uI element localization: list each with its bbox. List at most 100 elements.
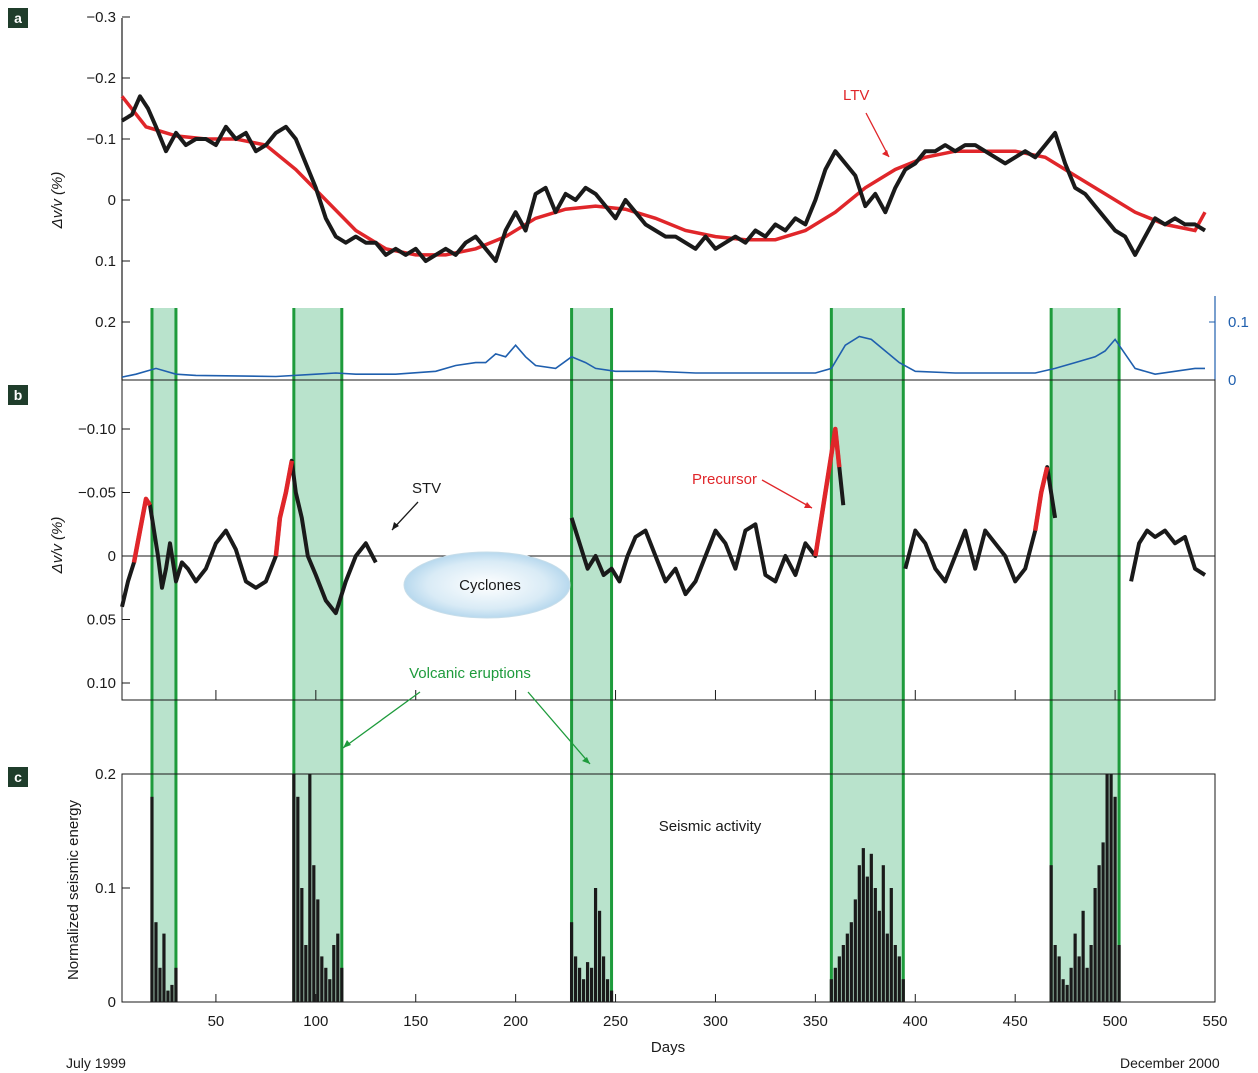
badge-b: b — [14, 387, 23, 403]
seismic-bar-64 — [1105, 774, 1109, 1002]
seismic-bar-42 — [873, 888, 877, 1002]
panel-c-xtick-label-10: 550 — [1202, 1013, 1227, 1030]
panel-c-ytick-label-2: 0.2 — [95, 766, 116, 783]
precursor-segment-1 — [273, 460, 295, 557]
seismic-bar-54 — [1065, 984, 1069, 1002]
panel-c-ylabel: Normalized seismic energy — [65, 799, 82, 980]
panel-a-rtick-label-1: 0 — [1228, 372, 1236, 389]
seismic-bar-14 — [320, 956, 324, 1002]
precursor-label: Precursor — [692, 471, 757, 488]
precursor-segment-0 — [131, 496, 152, 563]
seismic-bar-10 — [304, 945, 308, 1002]
start-date-label: July 1999 — [66, 1055, 126, 1071]
panel-a-ytick-label-5: 0.2 — [95, 314, 116, 331]
seismic-bar-67 — [1117, 945, 1121, 1002]
seismic-bar-28 — [601, 956, 606, 1002]
seismic-bar-16 — [328, 979, 332, 1002]
seismic-bar-23 — [581, 979, 586, 1002]
seismic-bar-63 — [1101, 842, 1105, 1002]
seismic-bar-59 — [1085, 967, 1089, 1002]
panel-c-xtick-label-3: 200 — [503, 1013, 528, 1030]
seismic-bar-26 — [593, 888, 598, 1002]
seismic-bar-49 — [901, 979, 905, 1002]
seismic-bar-2 — [158, 967, 162, 1002]
seismic-bar-11 — [308, 774, 312, 1002]
panel-c-xtick-label-9: 500 — [1103, 1013, 1128, 1030]
panel-a-ytick-label-1: −0.2 — [86, 70, 116, 87]
seismic-bar-45 — [885, 933, 889, 1002]
seismic-bar-58 — [1081, 910, 1085, 1002]
panel-a-y-ticks: −0.3 −0.2 −0.1 0 0.1 0.2 — [86, 9, 130, 331]
badge-a: a — [14, 10, 22, 26]
seismic-bar-34 — [841, 945, 845, 1002]
seismic-bar-3 — [162, 933, 166, 1002]
eruption-band-2 — [571, 308, 612, 1002]
panel-a-ytick-label-2: −0.1 — [86, 131, 116, 148]
end-date-label: December 2000 — [1120, 1055, 1220, 1071]
seismic-bar-48 — [897, 956, 901, 1002]
seismic-bar-18 — [336, 933, 340, 1002]
seismic-bar-7 — [292, 774, 296, 1002]
seismic-bar-43 — [877, 910, 881, 1002]
dv-series-line — [120, 94, 1207, 263]
seismic-bar-55 — [1069, 967, 1073, 1002]
seismic-bar-52 — [1057, 956, 1061, 1002]
panel-a-ytick-label-4: 0.1 — [95, 253, 116, 270]
eruptions-arrow-left — [342, 691, 421, 749]
seismic-bar-40 — [865, 876, 869, 1002]
stv-label: STV — [412, 480, 441, 497]
seismic-bar-13 — [316, 899, 320, 1002]
seismic-bar-29 — [605, 979, 610, 1002]
seismic-bar-36 — [849, 922, 853, 1002]
seismic-bar-12 — [312, 865, 316, 1002]
panel-c-ytick-label-1: 0.1 — [95, 880, 116, 897]
panel-b-ytick-label-1: −0.05 — [78, 485, 116, 502]
panel-b-ytick-label-2: 0 — [108, 548, 116, 565]
ltv-arrow — [865, 112, 890, 158]
seismic-bar-33 — [837, 956, 841, 1002]
seismic-bar-37 — [853, 899, 857, 1002]
seismic-bar-35 — [845, 933, 849, 1002]
panel-b-ylabel: Δv/v (%) — [49, 517, 66, 575]
seismic-activity-label: Seismic activity — [659, 818, 762, 835]
seismic-bar-22 — [577, 967, 582, 1002]
seismic-bar-62 — [1097, 865, 1101, 1002]
panel-c-x-ticks: 50 100 150 200 250 300 350 400 450 500 550 — [208, 994, 1228, 1030]
seismic-bar-6 — [174, 967, 178, 1002]
panel-c-xtick-label-2: 150 — [403, 1013, 428, 1030]
seismic-bar-61 — [1093, 888, 1097, 1002]
seismic-bar-30 — [609, 990, 614, 1002]
x-axis-label: Days — [651, 1039, 685, 1056]
precursor-arrow — [761, 479, 813, 509]
seismic-bar-15 — [324, 967, 328, 1002]
panel-c: 0 0.1 0.2 50 100 150 200 250 300 350 400 450 500 550… — [65, 766, 1228, 1071]
seismic-bar-9 — [300, 888, 304, 1002]
seismic-bar-4 — [166, 990, 170, 1002]
badge-c: c — [14, 769, 22, 785]
panel-a-ytick-label-0: −0.3 — [86, 9, 116, 26]
seismic-bar-25 — [589, 967, 594, 1002]
seismic-bar-8 — [296, 796, 300, 1002]
panel-b-frame — [121, 379, 1216, 701]
stv-series — [120, 426, 1207, 616]
badge-b-bg — [8, 385, 28, 405]
stv-segment-2 — [903, 465, 1058, 584]
cyclones-label: Cyclones — [459, 577, 521, 594]
seismic-bars — [150, 774, 1121, 1002]
seismic-bar-19 — [340, 967, 344, 1002]
badge-a-bg — [8, 8, 28, 28]
panel-a-rtick-label-0: 0.1 — [1228, 314, 1249, 331]
badge-c-bg — [8, 767, 28, 787]
seismic-bar-21 — [573, 956, 578, 1002]
seismic-bar-53 — [1061, 979, 1065, 1002]
seismic-bar-27 — [597, 910, 602, 1002]
blue-error-series-line — [121, 335, 1205, 378]
seismic-bar-24 — [585, 962, 590, 1002]
ltv-label: LTV — [843, 87, 869, 104]
panel-b-ytick-label-0: −0.10 — [78, 421, 116, 438]
eruption-bands — [150, 308, 1121, 1002]
seismic-bar-51 — [1053, 945, 1057, 1002]
cyclones-ellipse — [403, 551, 571, 619]
ltv-series-line — [120, 95, 1207, 257]
